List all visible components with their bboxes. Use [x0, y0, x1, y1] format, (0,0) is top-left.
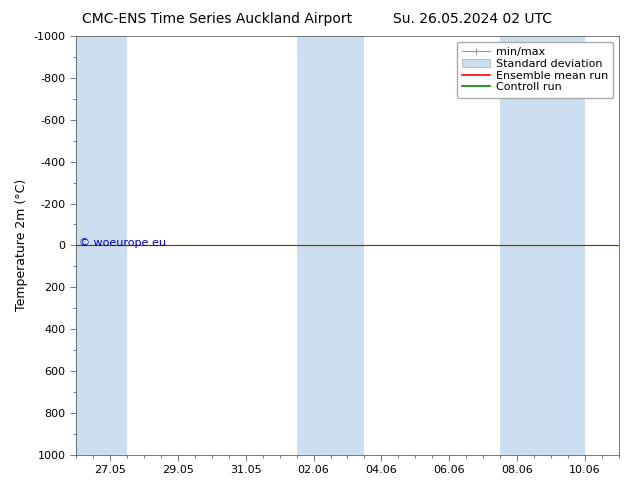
Text: © woeurope.eu: © woeurope.eu [79, 238, 165, 248]
Bar [297, 36, 365, 455]
Legend: min/max, Standard deviation, Ensemble mean run, Controll run: min/max, Standard deviation, Ensemble me… [456, 42, 614, 98]
Bar [500, 36, 585, 455]
Bar [76, 36, 127, 455]
Y-axis label: Temperature 2m (°C): Temperature 2m (°C) [15, 179, 28, 312]
Text: CMC-ENS Time Series Auckland Airport: CMC-ENS Time Series Auckland Airport [82, 12, 353, 26]
Text: Su. 26.05.2024 02 UTC: Su. 26.05.2024 02 UTC [392, 12, 552, 26]
